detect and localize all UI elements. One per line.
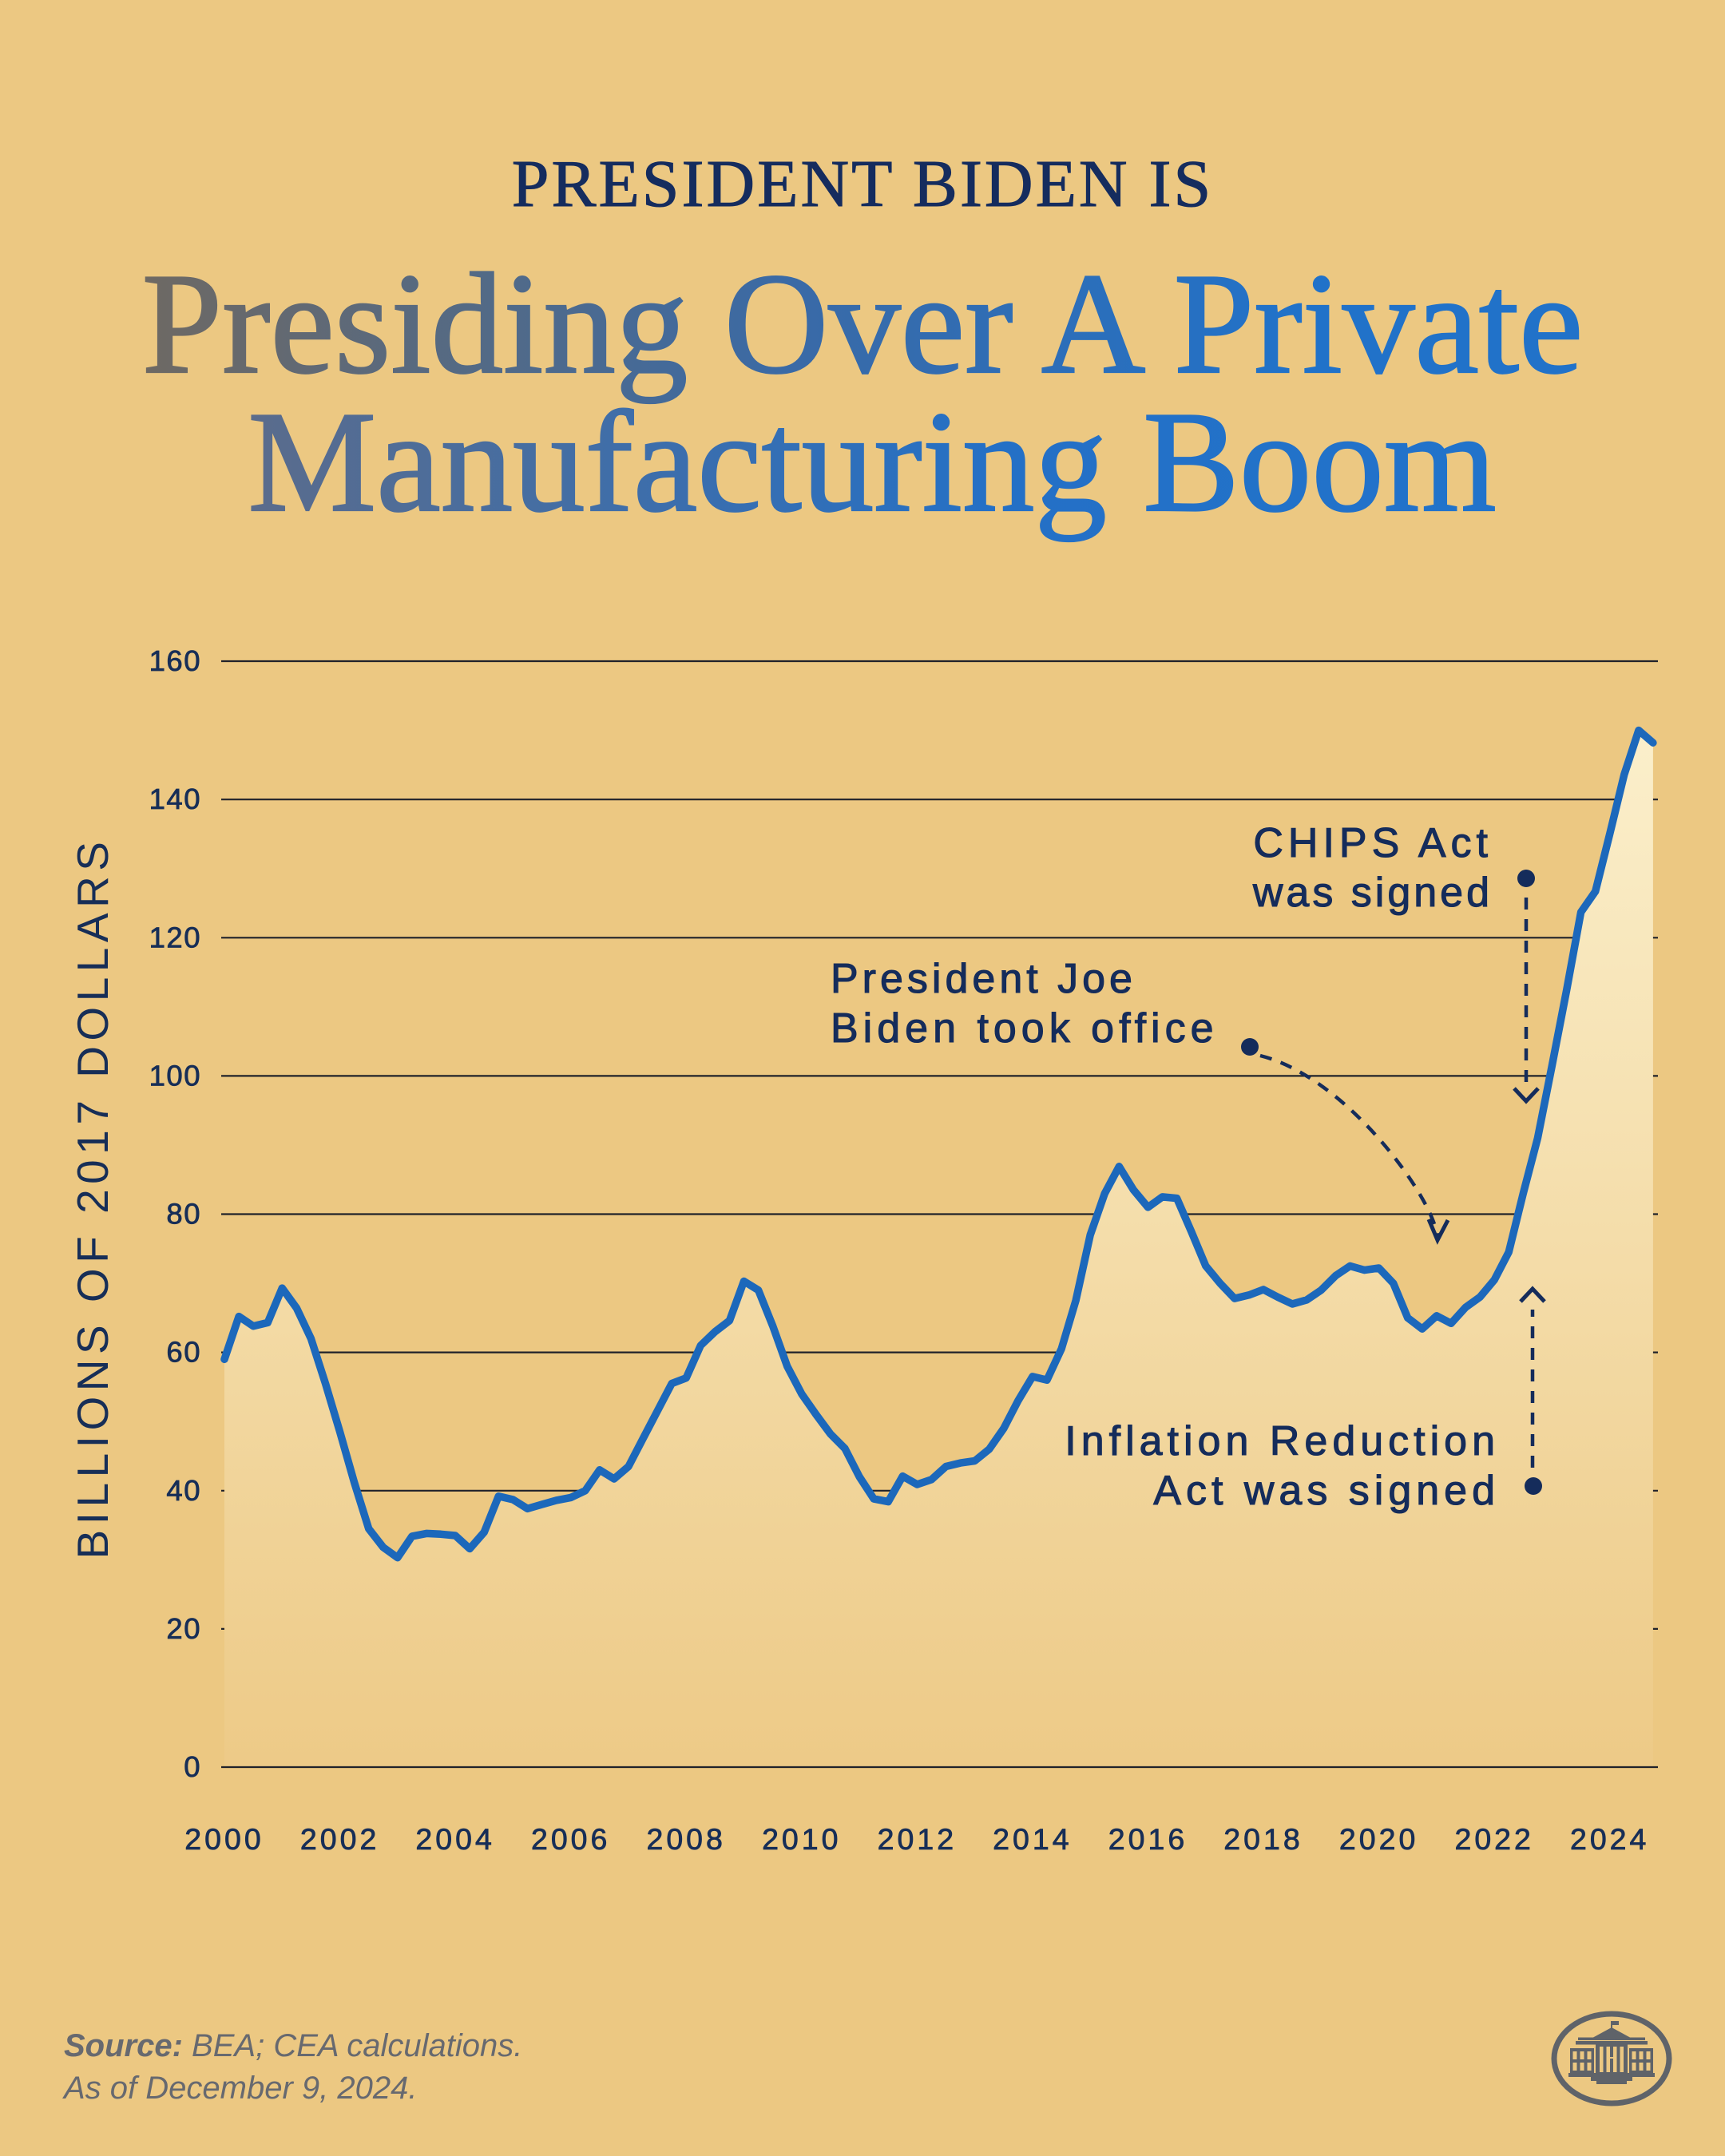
svg-text:2016: 2016 bbox=[1108, 1822, 1188, 1856]
svg-text:President Joe: President Joe bbox=[831, 956, 1136, 1002]
svg-text:60: 60 bbox=[166, 1336, 201, 1369]
svg-text:As of December 9, 2024.: As of December 9, 2024. bbox=[62, 2071, 417, 2106]
svg-text:20: 20 bbox=[166, 1612, 201, 1645]
svg-text:2006: 2006 bbox=[531, 1822, 610, 1856]
svg-text:CHIPS Act: CHIPS Act bbox=[1253, 820, 1493, 866]
svg-text:2002: 2002 bbox=[300, 1822, 379, 1856]
svg-text:was signed: was signed bbox=[1252, 870, 1493, 916]
svg-text:2012: 2012 bbox=[878, 1822, 957, 1856]
svg-text:2010: 2010 bbox=[762, 1822, 841, 1856]
svg-text:120: 120 bbox=[149, 921, 201, 953]
svg-text:80: 80 bbox=[166, 1198, 201, 1231]
svg-text:2008: 2008 bbox=[646, 1822, 725, 1856]
svg-text:Presiding Over A Private: Presiding Over A Private bbox=[142, 244, 1584, 404]
svg-text:Inflation Reduction: Inflation Reduction bbox=[1065, 1418, 1500, 1464]
svg-text:2004: 2004 bbox=[415, 1822, 494, 1856]
svg-text:160: 160 bbox=[149, 644, 201, 677]
svg-text:Manufacturing Boom: Manufacturing Boom bbox=[248, 382, 1496, 542]
svg-text:2014: 2014 bbox=[993, 1822, 1072, 1856]
svg-text:Act was signed: Act was signed bbox=[1153, 1468, 1500, 1514]
svg-text:Biden took office: Biden took office bbox=[831, 1005, 1219, 1052]
svg-text:2000: 2000 bbox=[184, 1822, 264, 1856]
svg-text:0: 0 bbox=[184, 1750, 201, 1783]
svg-text:40: 40 bbox=[166, 1474, 201, 1507]
svg-text:2020: 2020 bbox=[1339, 1822, 1418, 1856]
svg-text:PRESIDENT BIDEN IS: PRESIDENT BIDEN IS bbox=[512, 147, 1214, 221]
svg-text:2022: 2022 bbox=[1454, 1822, 1533, 1856]
svg-text:BILLIONS OF 2017 DOLLARS: BILLIONS OF 2017 DOLLARS bbox=[68, 837, 117, 1560]
svg-text:100: 100 bbox=[149, 1059, 201, 1092]
svg-text:2018: 2018 bbox=[1223, 1822, 1303, 1856]
svg-text:2024: 2024 bbox=[1570, 1822, 1649, 1856]
svg-text:140: 140 bbox=[149, 783, 201, 815]
svg-text:Source: BEA; CEA calculations.: Source: BEA; CEA calculations. bbox=[64, 2028, 522, 2063]
